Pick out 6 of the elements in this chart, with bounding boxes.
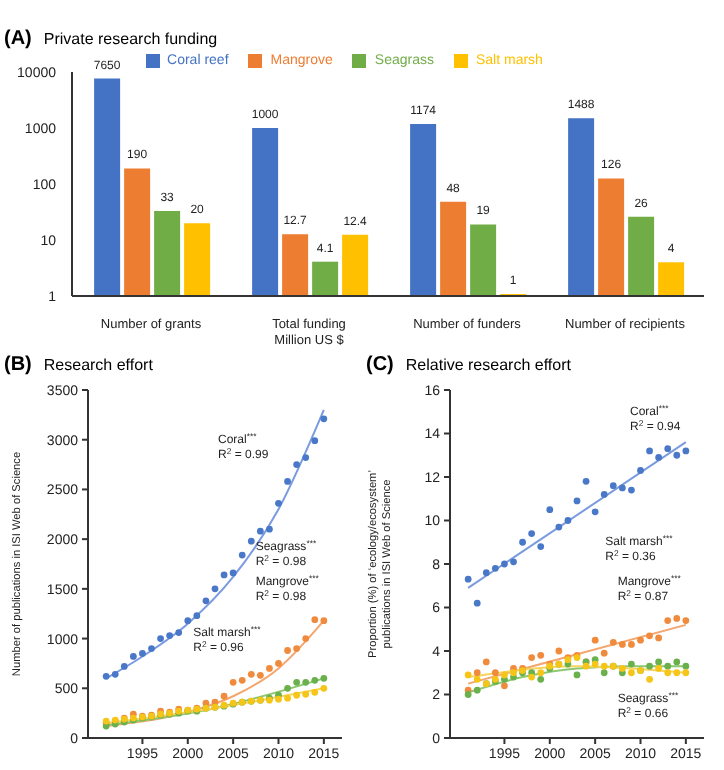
text: (C) — [366, 353, 394, 375]
text: (A) — [4, 27, 32, 49]
chart-title: Relative research effort — [405, 355, 571, 373]
chart-title: Private research funding — [43, 29, 218, 47]
chart-title: Research effort — [43, 355, 153, 373]
text: (B) — [4, 353, 32, 375]
